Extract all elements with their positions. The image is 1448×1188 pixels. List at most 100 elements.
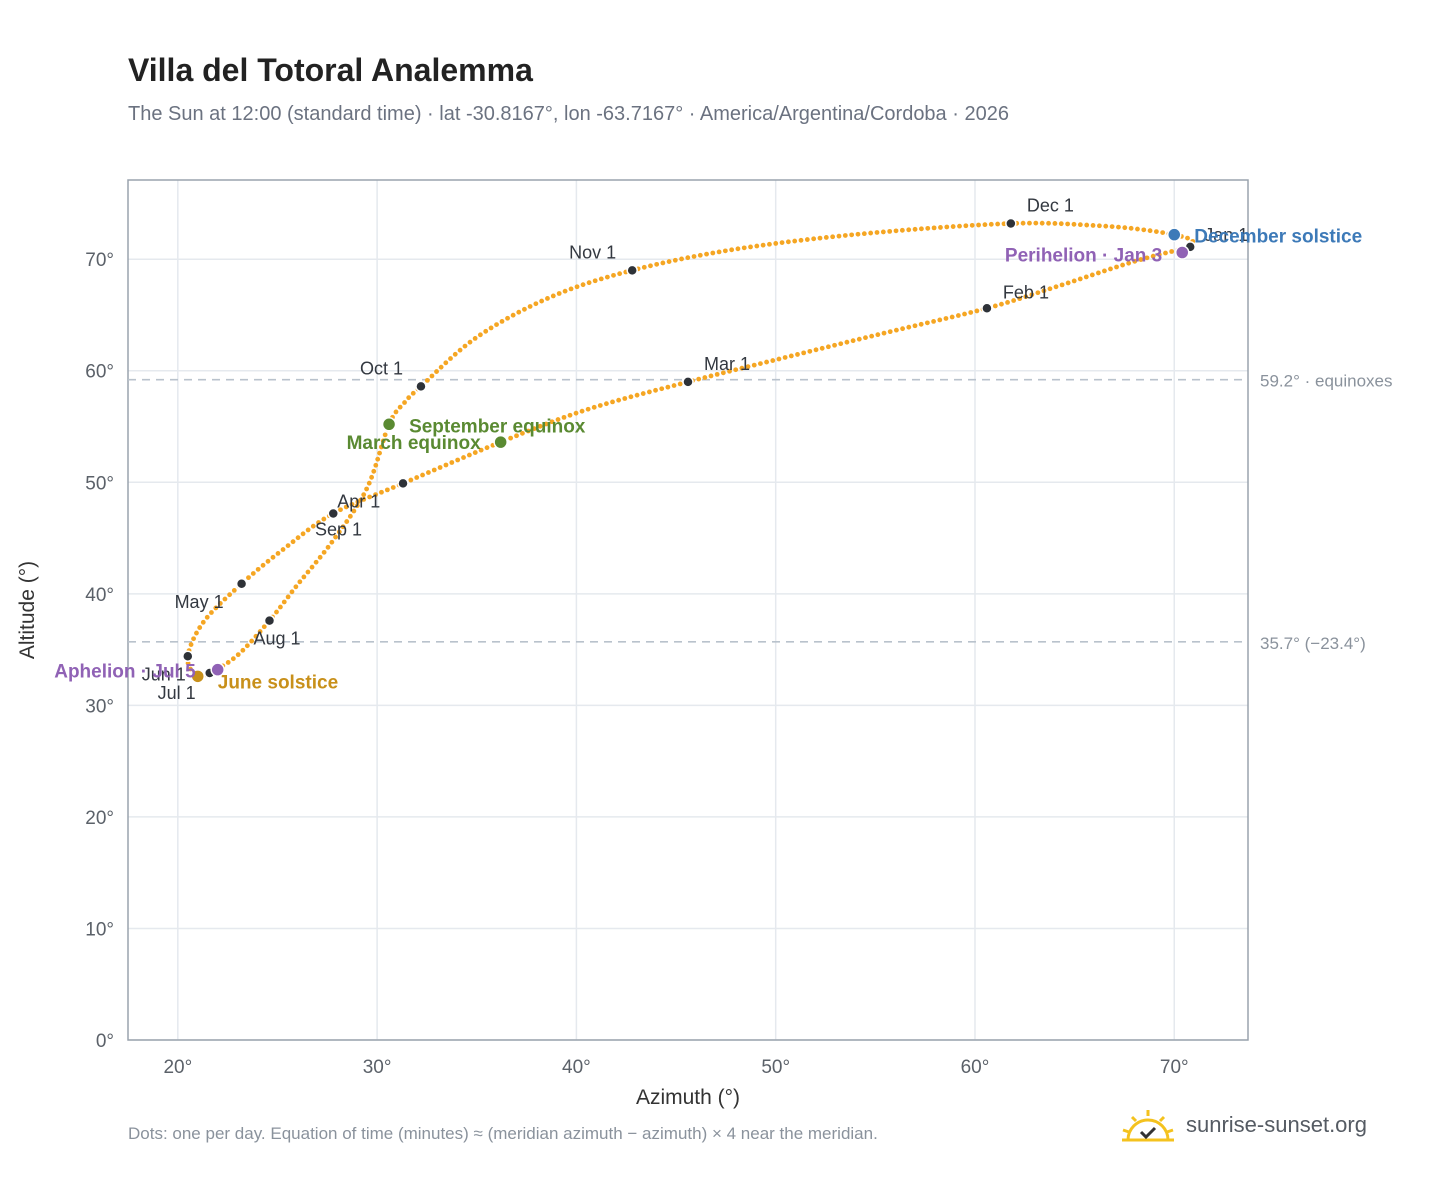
daily-dot — [1097, 223, 1102, 229]
y-tick-label: 50° — [85, 473, 114, 494]
daily-dot — [467, 339, 473, 345]
daily-dot — [295, 535, 301, 541]
daily-dot — [1005, 299, 1010, 305]
daily-dot — [729, 247, 735, 253]
daily-dot — [520, 430, 525, 436]
month-label: May 1 — [175, 592, 224, 612]
daily-dot — [1153, 229, 1159, 235]
x-tick-label: 50° — [761, 1057, 790, 1078]
daily-dot — [364, 486, 369, 492]
daily-dot — [191, 636, 196, 642]
x-tick-label: 20° — [163, 1057, 192, 1078]
daily-dot — [543, 421, 549, 427]
footnote: Dots: one per day. Equation of time (min… — [128, 1124, 878, 1143]
daily-dot — [817, 235, 823, 241]
daily-dot — [380, 438, 386, 444]
daily-dot — [830, 234, 836, 240]
daily-dot — [770, 358, 776, 363]
daily-dot — [1132, 258, 1138, 264]
daily-dot — [438, 364, 444, 370]
event-marker — [493, 434, 508, 450]
daily-dot — [510, 312, 516, 318]
daily-dot — [527, 304, 533, 309]
daily-dot — [938, 225, 943, 230]
daily-dot — [317, 554, 323, 560]
daily-dot — [275, 551, 281, 556]
daily-dot — [1053, 284, 1059, 290]
daily-dot — [976, 222, 981, 228]
daily-dot — [788, 353, 794, 359]
daily-dot — [850, 338, 856, 344]
daily-dot — [550, 293, 556, 299]
daily-dot — [918, 321, 924, 327]
daily-dot — [842, 233, 848, 238]
daily-dot — [379, 489, 384, 495]
daily-dot — [646, 389, 652, 395]
daily-dot — [855, 231, 861, 237]
daily-dot — [628, 394, 634, 400]
x-tick-label: 70° — [1160, 1057, 1189, 1078]
month-label: Sep 1 — [315, 519, 362, 539]
event-marker — [1167, 227, 1182, 242]
daily-dot — [863, 335, 868, 341]
daily-dot — [1156, 252, 1162, 257]
month-marker — [626, 264, 638, 277]
daily-dot — [691, 254, 697, 259]
daily-dot — [280, 547, 286, 552]
daily-dot — [912, 323, 918, 329]
daily-dot — [773, 241, 779, 246]
y-tick-label: 20° — [85, 808, 114, 829]
daily-dot — [741, 245, 747, 251]
daily-dot — [377, 450, 382, 456]
daily-dot — [995, 221, 1001, 227]
event-label: March equinox — [347, 433, 482, 454]
daily-dot — [974, 308, 980, 314]
daily-dot — [604, 274, 610, 280]
daily-dot — [1160, 230, 1166, 236]
daily-dot — [556, 291, 562, 296]
daily-dot — [1163, 250, 1168, 256]
daily-dot — [194, 630, 199, 636]
daily-dot — [1095, 270, 1101, 276]
daily-dot — [516, 309, 522, 315]
daily-dot — [472, 450, 478, 455]
daily-dot — [849, 232, 855, 238]
daily-dot — [477, 332, 483, 338]
daily-dot — [751, 362, 757, 368]
month-label: Oct 1 — [360, 358, 403, 378]
daily-dot — [452, 351, 458, 357]
daily-dot — [461, 455, 466, 460]
month-label: Dec 1 — [1027, 196, 1074, 216]
brand: sunrise-sunset.org — [1120, 1104, 1367, 1146]
daily-dot — [1114, 264, 1119, 270]
daily-dot — [899, 227, 905, 233]
month-marker — [263, 614, 276, 627]
daily-dot — [197, 625, 203, 630]
month-label: Jul 1 — [158, 683, 196, 703]
daily-dot — [361, 492, 367, 498]
daily-dot — [758, 361, 763, 367]
daily-dot — [505, 315, 510, 321]
daily-dot — [931, 319, 936, 324]
daily-dot — [573, 410, 579, 416]
daily-dot — [382, 432, 388, 438]
daily-dot — [838, 341, 844, 347]
daily-dot — [1120, 262, 1125, 268]
daily-dot — [919, 226, 924, 232]
daily-dot — [240, 647, 246, 653]
daily-dot — [881, 330, 887, 336]
daily-dot — [514, 433, 519, 439]
reference-line-label: 35.7° (−23.4°) — [1260, 634, 1366, 653]
daily-dot — [634, 392, 640, 398]
daily-dot — [321, 516, 327, 522]
daily-dot — [653, 387, 658, 393]
daily-dot — [255, 566, 261, 572]
event-label: December solstice — [1194, 227, 1362, 248]
chart-subtitle: The Sun at 12:00 (standard time) · lat -… — [128, 103, 1009, 125]
daily-dot — [677, 381, 683, 387]
daily-dot — [912, 226, 918, 232]
daily-dot — [1065, 221, 1071, 227]
